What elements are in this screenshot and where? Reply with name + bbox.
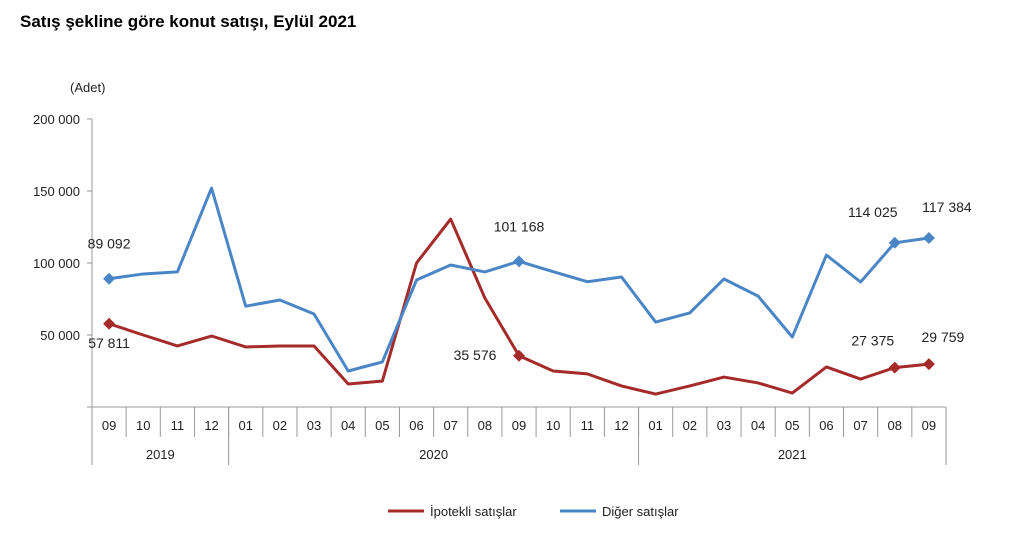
year-label: 2020 (419, 447, 448, 462)
x-tick-label: 09 (102, 418, 116, 433)
data-point-marker (513, 255, 525, 268)
data-point-marker (888, 236, 901, 249)
x-tick-label: 02 (273, 418, 287, 433)
x-tick-label: 02 (683, 418, 697, 433)
data-label: 89 092 (88, 236, 131, 252)
x-tick-label: 06 (409, 418, 423, 433)
data-label: 29 759 (922, 329, 965, 345)
data-label: 35 576 (454, 347, 497, 363)
legend-label: İpotekli satışlar (430, 504, 517, 519)
data-label: 114 025 (848, 204, 898, 220)
data-point-marker (103, 272, 116, 285)
x-tick-label: 01 (648, 418, 662, 433)
data-point-marker (513, 349, 525, 362)
year-label: 2019 (146, 447, 175, 462)
chart-title: Satış şekline göre konut satışı, Eylül 2… (20, 12, 357, 31)
data-label: 101 168 (494, 218, 545, 234)
y-axis-label: (Adet) (70, 80, 105, 95)
x-tick-label: 08 (888, 418, 902, 433)
x-tick-label: 04 (751, 418, 765, 433)
data-label: 27 375 (851, 333, 894, 349)
y-tick-label: 150 000 (33, 184, 80, 199)
x-tick-label: 01 (238, 418, 252, 433)
data-label: 57 811 (88, 335, 130, 351)
x-tick-label: 12 (204, 418, 218, 433)
x-tick-label: 06 (819, 418, 833, 433)
x-tick-label: 08 (478, 418, 492, 433)
data-label: 117 384 (922, 199, 972, 215)
data-point-marker (922, 358, 935, 371)
x-tick-label: 11 (581, 418, 595, 433)
x-tick-label: 03 (717, 418, 731, 433)
x-tick-label: 07 (443, 418, 457, 433)
x-tick-label: 10 (546, 418, 560, 433)
data-point-marker (103, 317, 116, 330)
y-tick-label: 50 000 (40, 328, 80, 343)
x-tick-label: 04 (341, 418, 355, 433)
y-tick-label: 100 000 (33, 256, 80, 271)
x-tick-label: 07 (853, 418, 867, 433)
x-tick-label: 09 (922, 418, 936, 433)
y-tick-label: 200 000 (33, 112, 80, 127)
year-label: 2021 (778, 447, 807, 462)
x-tick-label: 09 (512, 418, 526, 433)
x-tick-label: 12 (614, 418, 628, 433)
data-point-marker (888, 361, 901, 374)
x-tick-label: 05 (785, 418, 799, 433)
x-tick-label: 05 (375, 418, 389, 433)
data-point-marker (922, 231, 935, 244)
x-tick-label: 11 (171, 418, 185, 433)
x-tick-label: 03 (307, 418, 321, 433)
x-tick-label: 10 (136, 418, 150, 433)
legend-label: Diğer satışlar (602, 504, 679, 519)
